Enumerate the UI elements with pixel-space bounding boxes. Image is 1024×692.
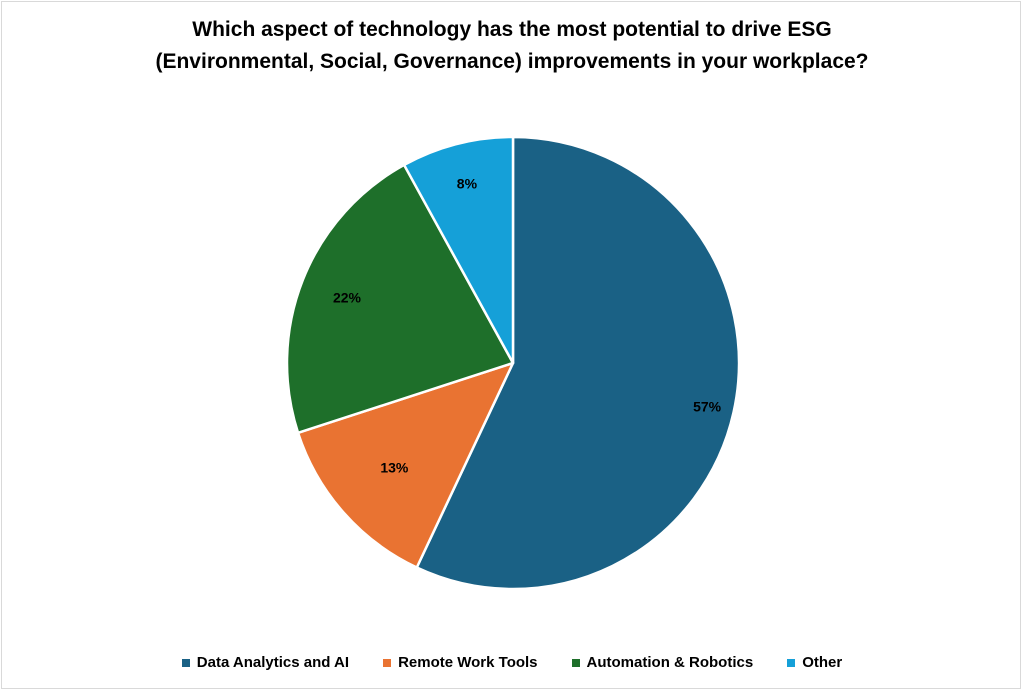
- legend-swatch-data-analytics: [181, 658, 190, 667]
- legend-item-automation: Automation & Robotics: [571, 654, 754, 671]
- legend-label-remote-work: Remote Work Tools: [398, 654, 538, 671]
- legend: Data Analytics and AI Remote Work Tools …: [2, 654, 1022, 671]
- legend-label-data-analytics: Data Analytics and AI: [196, 654, 350, 671]
- legend-label-other: Other: [802, 654, 843, 671]
- data-label-data-analytics: 57%: [693, 398, 722, 414]
- chart-title-line-1: Which aspect of technology has the most …: [192, 18, 832, 41]
- data-label-automation: 22%: [333, 289, 362, 305]
- pie-slice-automation: [285, 163, 515, 435]
- pie-slice-other: [402, 135, 515, 365]
- pie-slice-data-analytics: [415, 135, 741, 591]
- pie-slice-remote-work: [296, 361, 515, 569]
- legend-swatch-remote-work: [383, 658, 392, 667]
- data-label-other: 8%: [457, 176, 478, 192]
- data-label-remote-work: 13%: [380, 460, 409, 476]
- legend-item-other: Other: [787, 654, 842, 671]
- chart-title: Which aspect of technology has the most …: [2, 14, 1022, 78]
- legend-item-data-analytics: Data Analytics and AI: [181, 654, 350, 671]
- legend-swatch-automation: [571, 658, 580, 667]
- legend-swatch-other: [787, 658, 796, 667]
- legend-label-automation: Automation & Robotics: [586, 654, 754, 671]
- legend-item-remote-work: Remote Work Tools: [383, 654, 538, 671]
- chart-title-line-2: (Environmental, Social, Governance) impr…: [155, 50, 869, 73]
